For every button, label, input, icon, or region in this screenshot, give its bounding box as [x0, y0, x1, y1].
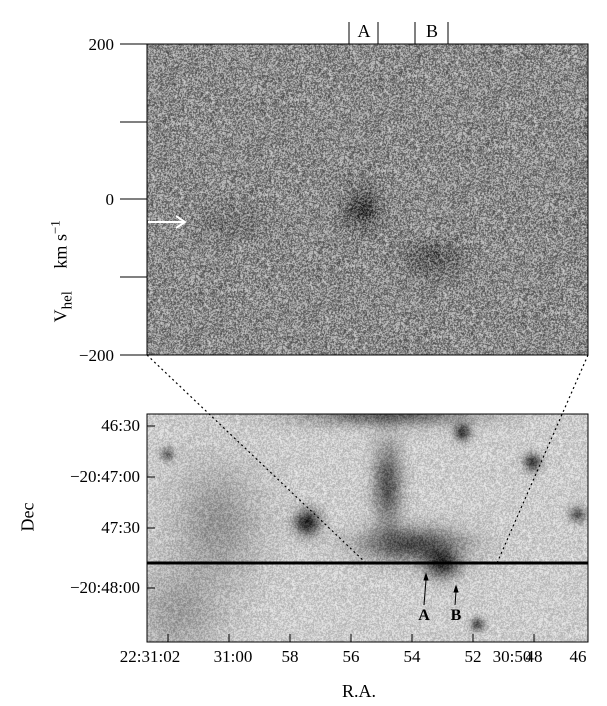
y-axis-symbol: V [50, 309, 71, 323]
spectrum-marker-a: A [357, 21, 371, 41]
image-frame [146, 413, 589, 643]
image-y-ticks [147, 425, 155, 589]
y-axis-units-exponent: −1 [47, 220, 63, 235]
image-y-tick-0: 46:30 [101, 416, 140, 435]
spectrum-image [147, 44, 588, 355]
image-x-tick-5: 52 [464, 647, 482, 666]
spectrum-y-ticks [120, 43, 147, 356]
y-axis-subscript: hel [59, 291, 76, 310]
image-x-tick-2: 58 [281, 647, 299, 666]
image-y-tick-1: −20:47:00 [69, 467, 140, 486]
image-x-tick-4: 54 [403, 647, 421, 666]
image-x-tick-6: 30:50 [492, 647, 532, 666]
spectrum-y-tick-neg200: −200 [78, 346, 114, 365]
image-x-tick-8: 46 [569, 647, 587, 666]
image-x-tick-1: 31:00 [213, 647, 253, 666]
spectrum-marker-bars [348, 22, 449, 44]
spectrum-y-tick-0: 0 [105, 190, 115, 209]
image-x-tick-7: 48 [525, 647, 543, 666]
image-x-tick-3: 56 [342, 647, 360, 666]
image-x-tick-0: 22:31:02 [119, 647, 181, 666]
image-y-tick-3: −20:48:00 [69, 578, 140, 597]
y-axis-units: km s [50, 234, 71, 269]
sky-image [147, 414, 588, 642]
spectrum-y-tick-200: 200 [88, 35, 115, 54]
image-x-axis-title: R.A. [342, 681, 377, 701]
spectrum-arrow [148, 215, 187, 229]
image-marker-b: B [450, 607, 462, 624]
sky-image-panel [147, 414, 588, 642]
dotted-connectors [146, 354, 589, 564]
spectrum-y-axis-title: Vhel km s−1 [47, 201, 76, 341]
image-marker-a: A [418, 607, 430, 624]
image-y-axis-title: Dec [17, 502, 38, 532]
spectrum-marker-b: B [425, 21, 439, 41]
image-marker-arrows [423, 572, 459, 606]
spectrum-panel [147, 44, 588, 355]
spectrum-frame [146, 43, 589, 356]
image-x-ticks [167, 634, 535, 642]
image-y-tick-2: 47:30 [101, 518, 140, 537]
